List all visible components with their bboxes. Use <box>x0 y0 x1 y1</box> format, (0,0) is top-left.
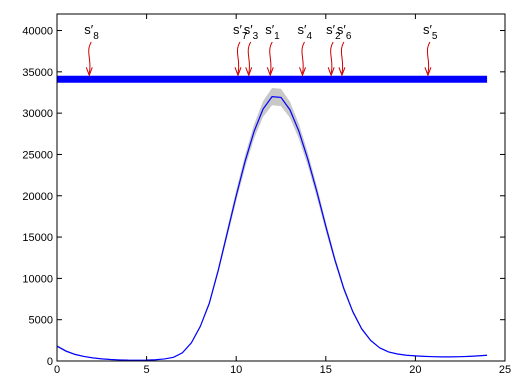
y-tick-label: 10000 <box>22 273 53 285</box>
marker-arrowhead-s8 <box>85 67 93 77</box>
marker-s8: s′8 <box>84 22 99 77</box>
y-tick-label: 15000 <box>22 232 53 244</box>
y-tick-label: 30000 <box>22 108 53 120</box>
marker-label-s8: s′8 <box>84 22 99 42</box>
y-tick-label: 40000 <box>22 26 53 38</box>
x-tick-label: 0 <box>54 364 60 374</box>
marker-label-s1: s′1 <box>265 22 280 42</box>
marker-s7: s′7 <box>233 22 248 77</box>
marker-arrow-s6 <box>340 41 345 74</box>
marker-s5: s′5 <box>423 22 438 77</box>
y-tick-label: 0 <box>47 356 53 368</box>
marker-label-s6: s′6 <box>337 22 352 42</box>
marker-arrow-s1 <box>269 41 273 74</box>
marker-arrowhead-s3 <box>245 67 253 77</box>
marker-arrowhead-s2 <box>327 67 335 77</box>
y-tick-label: 35000 <box>22 67 53 79</box>
marker-label-s4: s′4 <box>298 22 313 42</box>
marker-arrow-s5 <box>426 41 431 74</box>
marker-arrowhead-s6 <box>338 67 346 77</box>
marker-label-s3: s′3 <box>244 22 259 42</box>
x-tick-label: 10 <box>230 364 242 374</box>
x-tick-label: 15 <box>320 364 332 374</box>
marker-arrowhead-s5 <box>424 67 432 77</box>
marker-s1: s′1 <box>265 22 280 77</box>
marker-arrow-s7 <box>237 41 241 74</box>
plot-frame <box>56 13 506 362</box>
marker-arrow-s8 <box>88 41 92 74</box>
marker-s3: s′3 <box>244 22 259 77</box>
x-tick-label: 5 <box>144 364 150 374</box>
marker-layer: s′8 s′7s′3 s′1 s′4 s′2s′6 s′5 <box>84 22 438 77</box>
marker-label-s7: s′7 <box>233 22 248 42</box>
marker-label-s5: s′5 <box>423 22 438 42</box>
tick-layer: 0 5 10 15 20 25 0 5000 10000 15000 20000 25000 30000… <box>22 14 511 374</box>
x-tick-label: 20 <box>409 364 421 374</box>
marker-s6: s′6 <box>337 22 352 77</box>
marker-arrowhead-s1 <box>266 67 274 77</box>
x-tick-label: 25 <box>499 364 511 374</box>
marker-arrow-s4 <box>301 41 305 74</box>
marker-arrowhead-s7 <box>234 67 242 77</box>
marker-arrowhead-s4 <box>299 67 306 77</box>
marker-label-s2: s′2 <box>326 22 341 42</box>
confidence-band-layer <box>57 87 488 361</box>
marker-s2: s′2 <box>326 22 341 77</box>
series-line <box>56 95 488 361</box>
confidence-band <box>57 87 488 361</box>
y-tick-label: 5000 <box>29 315 53 327</box>
y-tick-label: 25000 <box>22 149 53 161</box>
marker-arrow-s3 <box>247 41 252 74</box>
marker-arrow-s2 <box>330 41 334 74</box>
marker-s4: s′4 <box>298 22 313 77</box>
y-tick-label: 20000 <box>22 191 53 203</box>
series-line-layer <box>56 95 488 361</box>
